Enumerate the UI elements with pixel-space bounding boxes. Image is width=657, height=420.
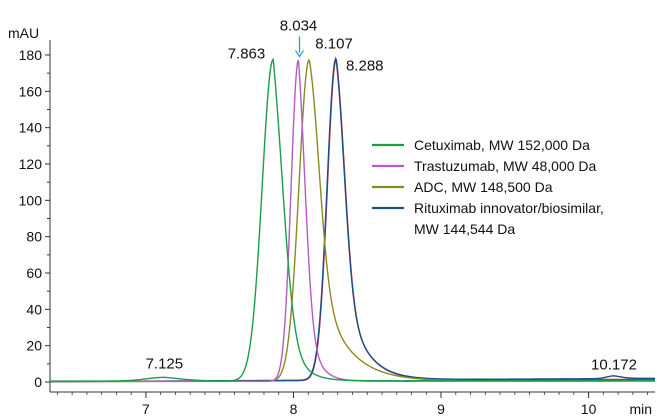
peak-label: 8.288 [346,57,384,74]
legend-label-3-line2: MW 144,544 Da [414,221,515,237]
peak-label: 8.034 [280,17,318,34]
series-layer [49,56,656,383]
series-line-3 [49,56,655,383]
legend: Cetuximab, MW 152,000 Da Trastuzumab, MW … [372,137,604,237]
x-tick-label: 9 [437,401,445,417]
legend-label-1: Trastuzumab, MW 48,000 Da [414,158,597,174]
y-tick-label: 0 [34,374,42,390]
y-tick-label: 80 [26,229,42,245]
legend-label-3: Rituximab innovator/biosimilar, [414,200,604,216]
legend-label-2: ADC, MW 148,500 Da [414,179,553,195]
y-tick-label: 40 [26,301,42,317]
y-tick-label: 160 [19,83,43,99]
x-tick-label: 10 [581,401,597,417]
x-tick-label: 7 [142,401,150,417]
series-line-0 [50,57,655,382]
axes-layer: 0 20 40 60 80 100 120 140 160 180 7 8 9 10 mAU min [8,25,655,417]
peak-label: 7.125 [146,355,184,372]
peak-label: 7.863 [228,45,266,62]
x-tick-label: 8 [290,401,298,417]
peak-label: 8.107 [315,35,353,52]
peak-label: 10.172 [591,356,637,373]
series-line-4 [49,58,656,383]
y-tick-label: 120 [19,156,43,172]
series-line-2 [50,58,655,383]
y-tick-label: 20 [26,338,42,354]
y-axis-unit-label: mAU [8,25,39,41]
y-tick-label: 180 [19,47,43,63]
y-tick-label: 60 [26,265,42,281]
legend-label-0: Cetuximab, MW 152,000 Da [414,137,590,153]
y-tick-label: 100 [19,192,43,208]
x-axis-unit-label: min [629,401,652,417]
peak-arrow-head [294,50,305,58]
series-line-1 [50,60,655,383]
y-tick-label: 140 [19,120,43,136]
